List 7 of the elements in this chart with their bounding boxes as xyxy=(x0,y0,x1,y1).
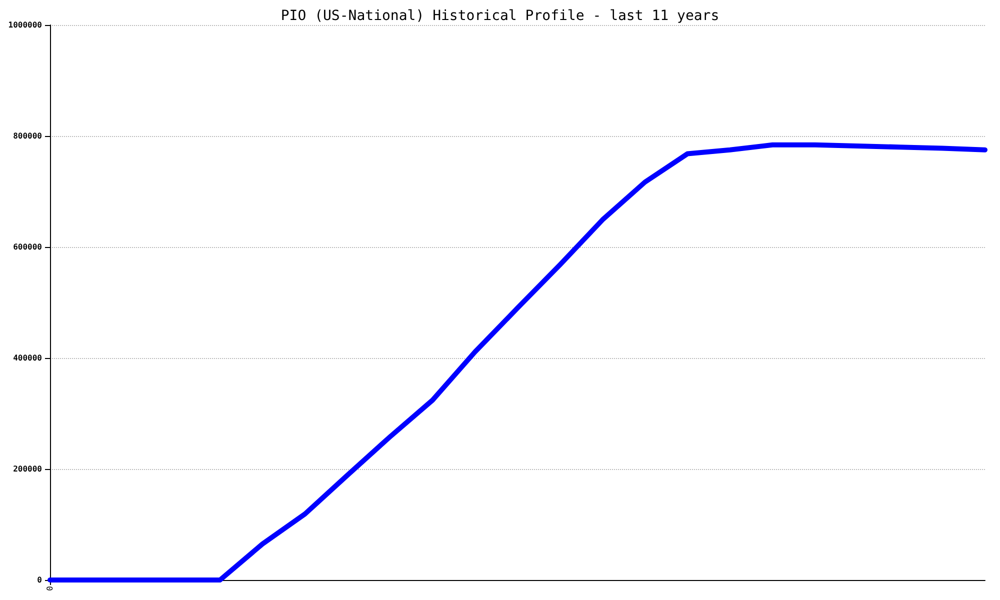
y-tick-label: 1000000 xyxy=(8,20,42,30)
category-label: 0 xyxy=(46,586,54,591)
chart-title: PIO (US-National) Historical Profile - last 11 years xyxy=(280,8,720,24)
y-tick-label: 800000 xyxy=(13,132,42,140)
y-tick-label: 200000 xyxy=(13,464,42,474)
y-tick-label: 400000 xyxy=(13,354,42,362)
y-tick-label: 600000 xyxy=(13,242,42,252)
